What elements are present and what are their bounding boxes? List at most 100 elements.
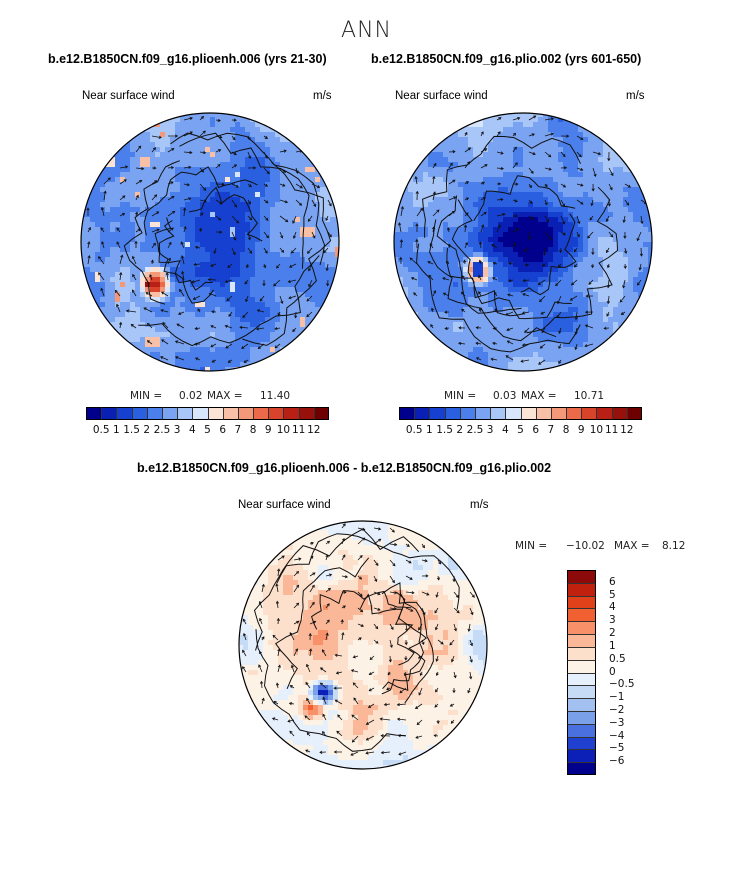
colorbar-box	[567, 582, 596, 597]
colorbar-tick-label: 1	[609, 639, 616, 652]
panel-1-max-value: 11.40	[260, 390, 291, 402]
colorbar-tick-label: −5	[609, 742, 625, 755]
coastline	[253, 528, 460, 752]
colorbar-tick-label: 4	[609, 601, 616, 614]
map-boundary	[238, 520, 488, 770]
colorbar-tick-label: 6	[532, 424, 540, 436]
colorbar-box	[146, 407, 163, 420]
diff-colorbar: 6 5 4 3 2 1 0.5 0 −0.5 −1 −2 −3 −4 −5 −6	[567, 570, 635, 776]
colorbar-tick-label: −6	[609, 755, 625, 768]
colorbar-box	[567, 634, 596, 648]
colorbar-box	[207, 407, 224, 420]
colorbar-box	[567, 749, 596, 763]
colorbar-box	[298, 407, 315, 420]
colorbar-box	[520, 407, 537, 420]
colorbar-box	[237, 407, 254, 420]
colorbar-box	[567, 672, 596, 686]
panel-2-max-value: 10.71	[574, 390, 605, 402]
colorbar-box	[474, 407, 491, 420]
colorbar-tick-label: 4	[501, 424, 509, 436]
panel-2-min-label: MIN =	[444, 390, 477, 402]
panel-2-variable: Near surface wind	[395, 90, 488, 102]
panel-2-colorbar: 0.5 1 1.5 2 2.5 3 4 5 6 7 8 9 10 11 12	[399, 407, 643, 447]
colorbar-tick-label: 1.5	[123, 424, 140, 436]
colorbar-tick-label: 9	[264, 424, 272, 436]
colorbar-box	[611, 407, 628, 420]
coastline	[123, 132, 332, 347]
colorbar-box	[581, 407, 597, 420]
colorbar-tick-label: 2	[609, 627, 616, 640]
colorbar-box	[567, 608, 596, 622]
colorbar-tick-label: 7	[234, 424, 242, 436]
colorbar-tick-label: 11	[291, 424, 306, 436]
colorbar-box	[567, 736, 596, 750]
colorbar-tick-label: −1	[609, 691, 625, 704]
colorbar-box	[567, 570, 596, 584]
colorbar-box	[596, 407, 613, 420]
colorbar-tick-label: 0.5	[609, 652, 626, 665]
colorbar-tick-label: 12	[307, 424, 321, 436]
diff-min-label: MIN =	[515, 540, 548, 552]
coastline	[416, 135, 619, 353]
wind-vectors	[242, 523, 475, 756]
colorbar-tick-label: 8	[249, 424, 257, 436]
panel-1-max-label: MAX =	[207, 390, 243, 402]
colorbar-tick-label: 2	[456, 424, 464, 436]
colorbar-box	[268, 407, 284, 420]
colorbar-tick-label: 12	[620, 424, 634, 436]
colorbar-box	[550, 407, 567, 420]
colorbar-box	[313, 407, 330, 420]
colorbar-box	[429, 407, 446, 420]
diff-max-value: 8.12	[662, 540, 686, 552]
panel-2-max-label: MAX =	[521, 390, 557, 402]
panel-1-min-value: 0.02	[179, 390, 203, 402]
diff-panel-variable: Near surface wind	[238, 499, 331, 511]
colorbar-box	[567, 659, 596, 673]
colorbar-tick-label: 5	[204, 424, 211, 436]
colorbar-tick-label: 10	[276, 424, 291, 436]
diff-panel-polar-map	[238, 520, 488, 770]
colorbar-tick-label: 1.5	[436, 424, 453, 436]
colorbar-box	[444, 407, 461, 420]
colorbar-tick-label: 1	[113, 424, 120, 436]
wind-vectors	[398, 115, 648, 365]
colorbar-tick-label: 6	[609, 575, 616, 588]
panel-1-variable: Near surface wind	[82, 90, 175, 102]
colorbar-box	[490, 407, 506, 420]
panel-2-title: b.e12.B1850CN.f09_g16.plio.002 (yrs 601-…	[371, 52, 642, 66]
colorbar-box	[283, 407, 300, 420]
wind-vectors	[86, 115, 332, 363]
colorbar-tick-label: 1	[426, 424, 433, 436]
colorbar-tick-label: 3	[486, 424, 494, 436]
panel-1-min-label: MIN =	[130, 390, 163, 402]
panel-2-units: m/s	[626, 90, 645, 102]
colorbar-tick-label: 4	[188, 424, 196, 436]
diff-panel-title: b.e12.B1850CN.f09_g16.plioenh.006 - b.e1…	[137, 461, 552, 475]
colorbar-box	[459, 407, 476, 420]
map-boundary	[80, 112, 340, 372]
colorbar-tick-label: 5	[517, 424, 524, 436]
colorbar-tick-label: −4	[609, 729, 625, 742]
colorbar-tick-label: 5	[609, 588, 616, 601]
diff-min-value: −10.02	[566, 540, 605, 552]
panel-2-polar-map	[393, 112, 653, 372]
colorbar-box	[567, 723, 596, 738]
colorbar-box	[192, 407, 208, 420]
diff-panel-units: m/s	[470, 499, 489, 511]
colorbar-box	[222, 407, 239, 420]
colorbar-tick-label: 6	[219, 424, 227, 436]
colorbar-box	[567, 762, 596, 776]
colorbar-box	[567, 646, 596, 661]
colorbar-box	[567, 685, 596, 699]
panel-2-min-value: 0.03	[493, 390, 517, 402]
colorbar-box	[399, 407, 415, 420]
main-title: ANN	[341, 18, 392, 43]
colorbar-box	[567, 621, 596, 635]
colorbar-tick-label: 2	[143, 424, 151, 436]
colorbar-tick-label: −3	[609, 716, 625, 729]
colorbar-box	[567, 595, 596, 609]
colorbar-box	[161, 407, 178, 420]
colorbar-box	[414, 407, 430, 420]
colorbar-box	[567, 710, 596, 725]
map-boundary	[393, 112, 653, 372]
